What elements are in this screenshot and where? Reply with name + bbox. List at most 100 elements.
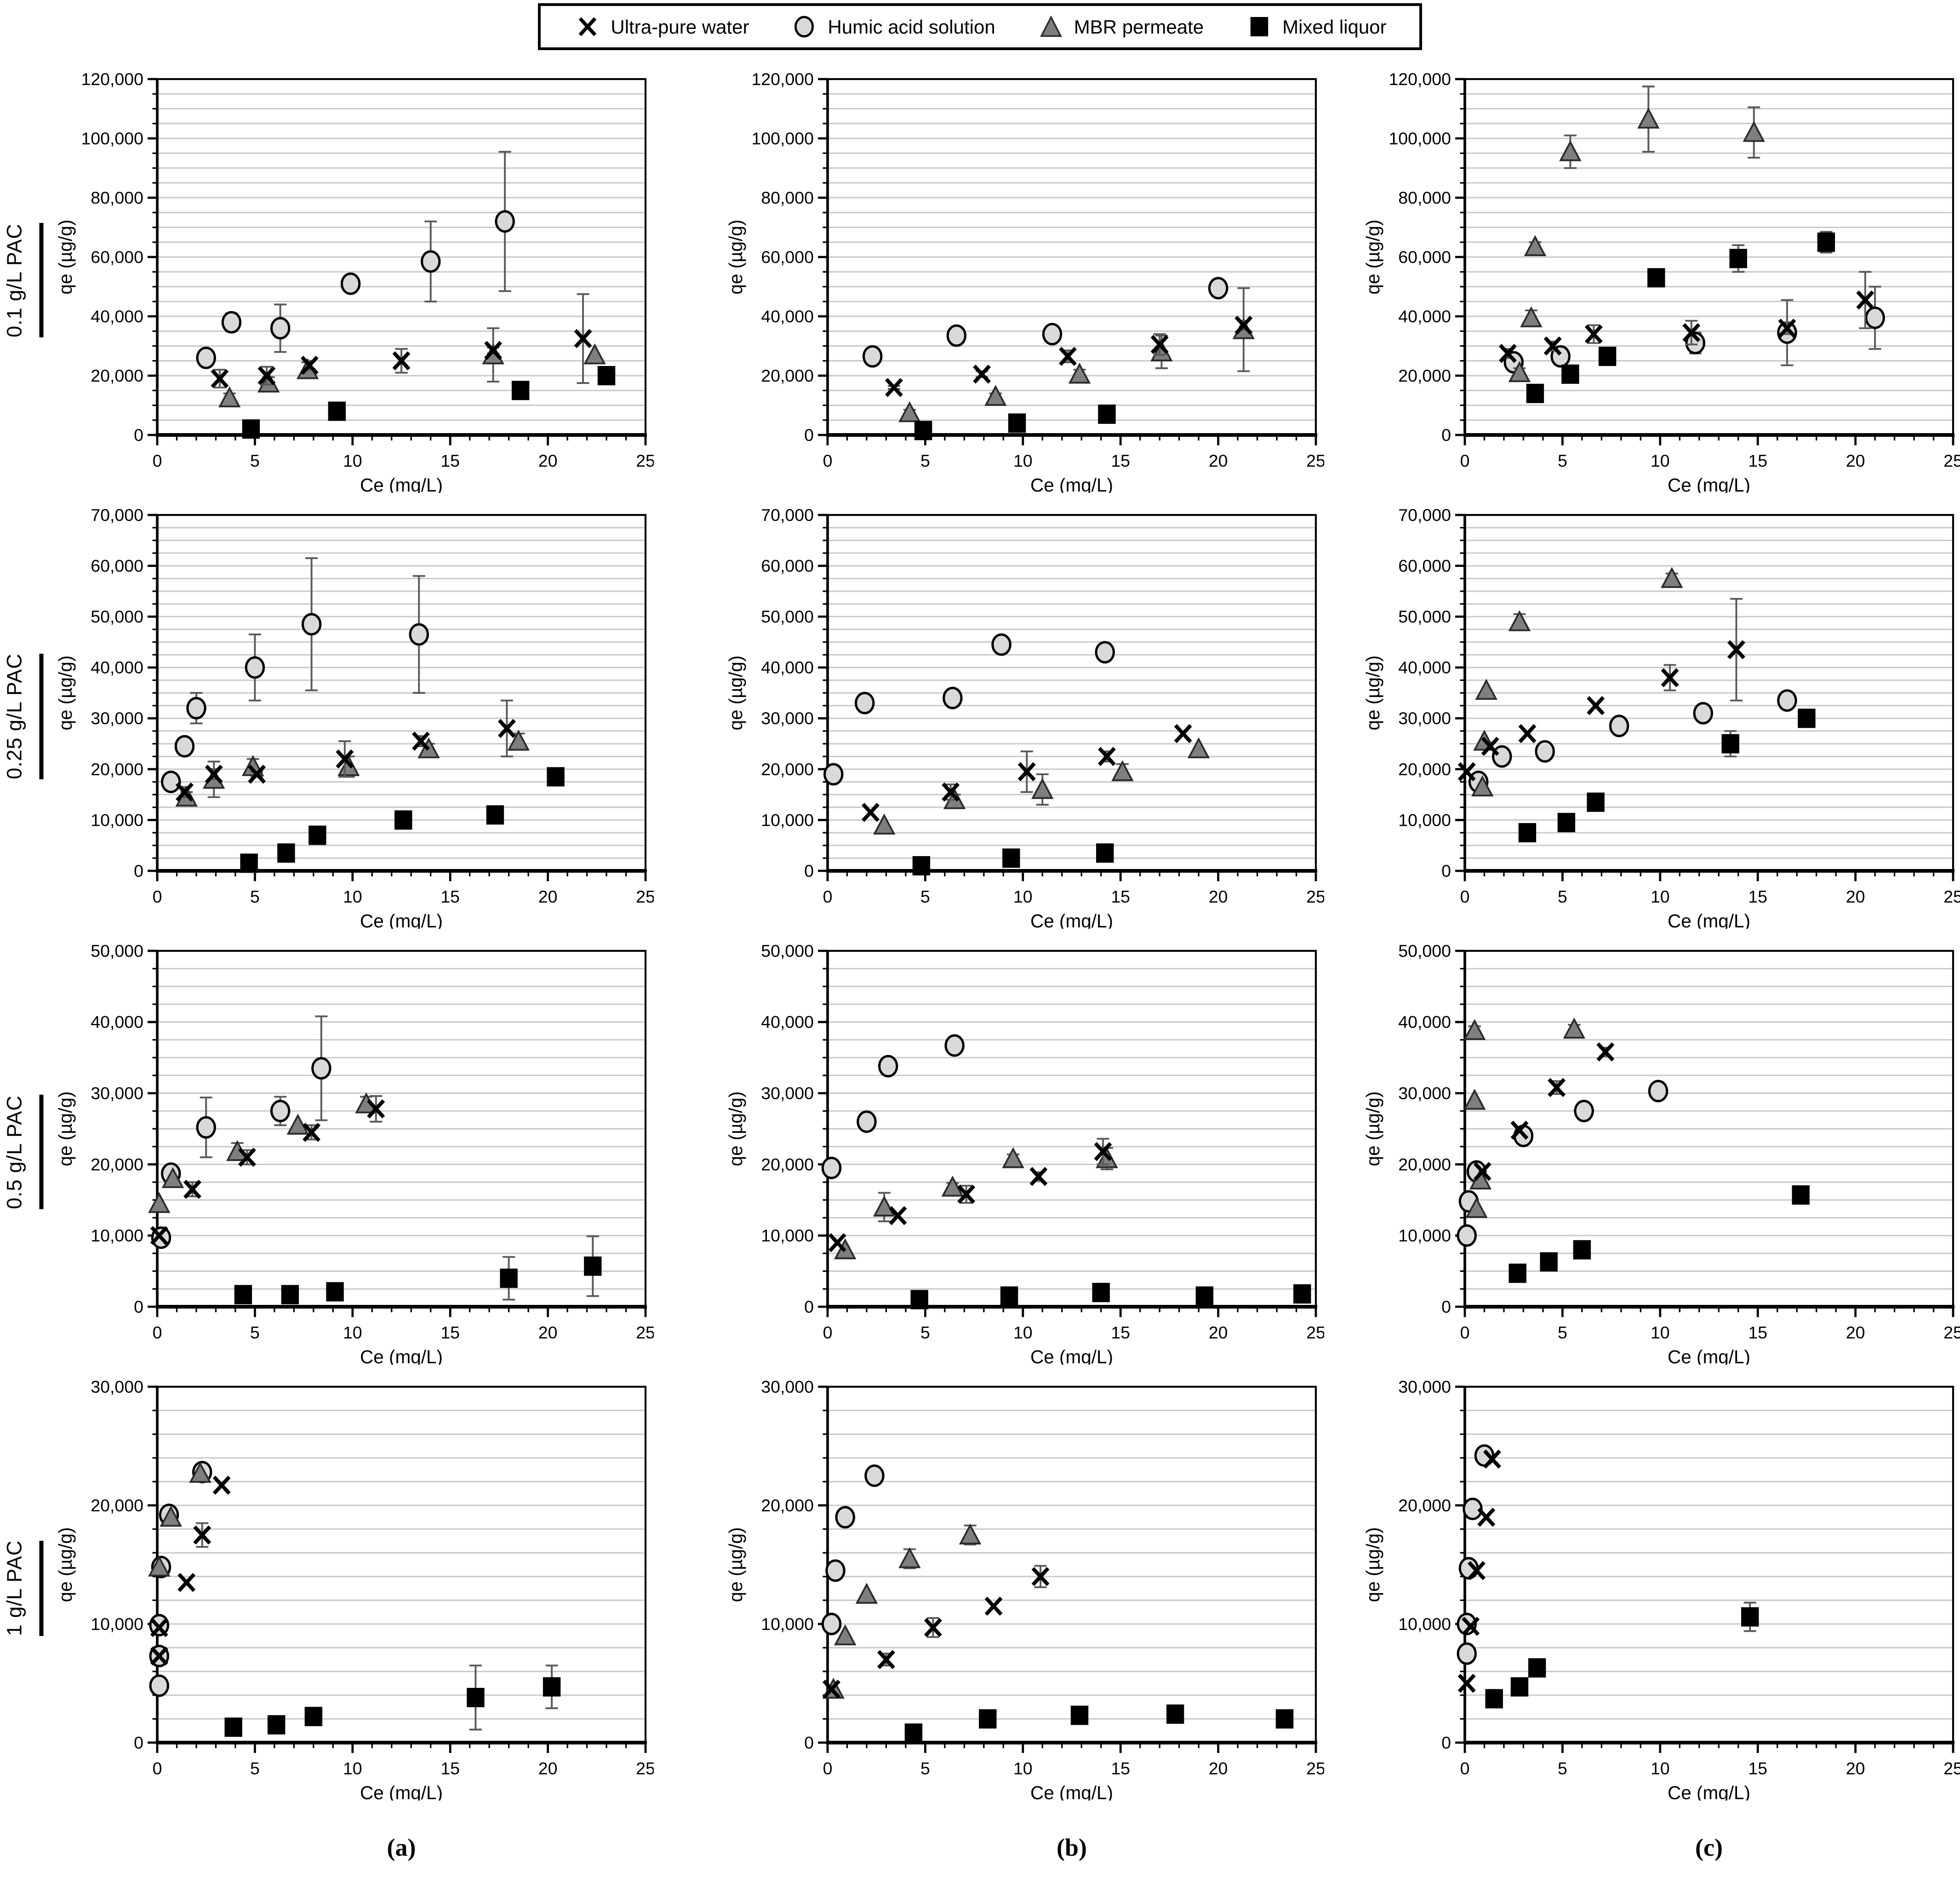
data-point (957, 1184, 976, 1204)
data-point (277, 843, 295, 863)
series-ml (224, 1664, 561, 1737)
series-ml (242, 366, 616, 439)
x-tick-label: 15 (1111, 1323, 1130, 1342)
data-point (1457, 762, 1476, 782)
data-point (912, 856, 931, 875)
plot-canvas: 0 10,000 20,000 30,000 40,000 50,000 0 5 10 15 20 2… (55, 941, 654, 1365)
x-tick-label: 10 (1013, 1323, 1033, 1342)
plot-canvas: 0 10,000 20,000 30,000 40,000 50,000 60,000 70,… (725, 505, 1324, 929)
x-tick-label: 5 (920, 451, 930, 470)
series-mbr (148, 1462, 211, 1577)
series-humic (160, 557, 429, 793)
series-mbr (1508, 86, 1765, 383)
data-point (367, 1095, 385, 1123)
data-point (177, 1572, 196, 1592)
data-point (1042, 323, 1063, 346)
y-tick-label: 10,000 (761, 1226, 814, 1245)
series-humic (821, 1034, 965, 1179)
x-axis-title: Ce (mg/L) (360, 475, 443, 493)
data-point (224, 1717, 242, 1737)
y-tick-label: 60,000 (1398, 247, 1451, 267)
y-tick-label: 30,000 (1398, 709, 1451, 728)
data-point (1463, 1088, 1486, 1110)
data-point (1524, 235, 1547, 256)
data-point (991, 633, 1011, 656)
x-tick-label: 25 (1943, 451, 1960, 470)
x-tick-label: 5 (1558, 451, 1567, 470)
y-tick-label: 30,000 (1398, 1084, 1451, 1103)
data-point (825, 1559, 846, 1582)
x-tick-label: 15 (440, 887, 460, 906)
data-point (211, 369, 229, 389)
y-tick-label: 120,000 (1389, 69, 1451, 89)
data-point (855, 1583, 878, 1604)
data-point (1540, 1252, 1558, 1272)
x-tick-label: 25 (1943, 1323, 1960, 1342)
series-upw (1498, 271, 1874, 363)
data-point (1528, 1658, 1546, 1678)
subplot-0.25-g-L-PAC-c: 0 10,000 20,000 30,000 40,000 50,000 60,000 70,… (1327, 504, 1960, 940)
data-point (1587, 792, 1605, 812)
data-point (834, 1624, 857, 1646)
y-axis-title: qe (µg/g) (725, 1527, 746, 1602)
data-point (1096, 843, 1114, 863)
data-point (150, 1618, 168, 1637)
y-tick-label: 0 (1441, 425, 1451, 445)
plot-canvas: 0 10,000 20,000 30,000 0 5 10 15 20 25 Ce (mg/L) qe… (55, 1377, 654, 1801)
x-tick-label: 10 (1013, 451, 1033, 470)
data-point (1208, 277, 1229, 300)
data-point (984, 1596, 1003, 1616)
y-axis-title: qe (µg/g) (1362, 1092, 1383, 1166)
y-tick-label: 60,000 (761, 247, 814, 267)
data-point (1648, 1080, 1669, 1103)
plot-canvas: 0 20,000 40,000 60,000 80,000 100,000 120,000 0… (1362, 69, 1960, 493)
data-point (1865, 286, 1885, 350)
data-point (1498, 343, 1517, 363)
data-point (394, 810, 412, 830)
data-point (1002, 1147, 1024, 1168)
data-point (944, 1034, 965, 1057)
x-axis-title: Ce (mg/L) (1668, 1346, 1750, 1365)
panel-caption-b: (b) (1057, 1833, 1087, 1861)
data-point (186, 692, 206, 725)
data-point (1729, 244, 1747, 273)
data-point (1798, 709, 1816, 728)
x-tick-label: 15 (1748, 451, 1767, 470)
x-axis-title: Ce (mg/L) (360, 1346, 443, 1365)
y-tick-label: 70,000 (91, 505, 143, 525)
series-ml (912, 843, 1114, 875)
row-label-0: 0.1 g/L PAC (0, 68, 47, 493)
data-point (1647, 268, 1665, 288)
x-tick-label: 0 (1460, 1323, 1470, 1342)
y-tick-label: 70,000 (761, 505, 814, 525)
data-point (1561, 364, 1579, 384)
x-tick-label: 10 (343, 887, 362, 906)
data-point (898, 401, 921, 423)
y-tick-label: 10,000 (1398, 1226, 1451, 1245)
x-axis-title: Ce (mg/L) (1668, 910, 1750, 929)
data-point (242, 419, 260, 439)
x-tick-label: 25 (636, 1323, 654, 1342)
data-point (1856, 271, 1874, 329)
caption-cell: (a) (0, 1833, 690, 1862)
subplot-0.1-g-L-PAC-c: 0 20,000 40,000 60,000 80,000 100,000 120,000 0… (1327, 68, 1960, 504)
data-point (861, 803, 880, 822)
y-tick-label: 20,000 (91, 1155, 143, 1174)
data-point (959, 1523, 982, 1546)
x-tick-label: 15 (440, 451, 460, 470)
y-tick-label: 60,000 (1398, 556, 1451, 575)
y-axis-title: qe (µg/g) (55, 220, 76, 295)
legend-item-ultra-pure-water: Ultra-pure water (573, 13, 749, 40)
legend-item-label: Ultra-pure water (611, 16, 749, 38)
y-tick-label: 0 (134, 425, 143, 445)
y-tick-label: 100,000 (81, 129, 143, 148)
data-point (303, 1123, 321, 1142)
x-tick-label: 20 (1209, 1759, 1228, 1778)
data-point (1477, 1508, 1496, 1527)
x-tick-label: 5 (250, 451, 260, 470)
legend-item-mixed-liquor: Mixed liquor (1245, 13, 1387, 40)
x-tick-label: 10 (343, 1759, 362, 1778)
x-tick-label: 0 (823, 1323, 833, 1342)
data-point (1587, 696, 1605, 715)
y-tick-label: 20,000 (91, 1496, 143, 1515)
